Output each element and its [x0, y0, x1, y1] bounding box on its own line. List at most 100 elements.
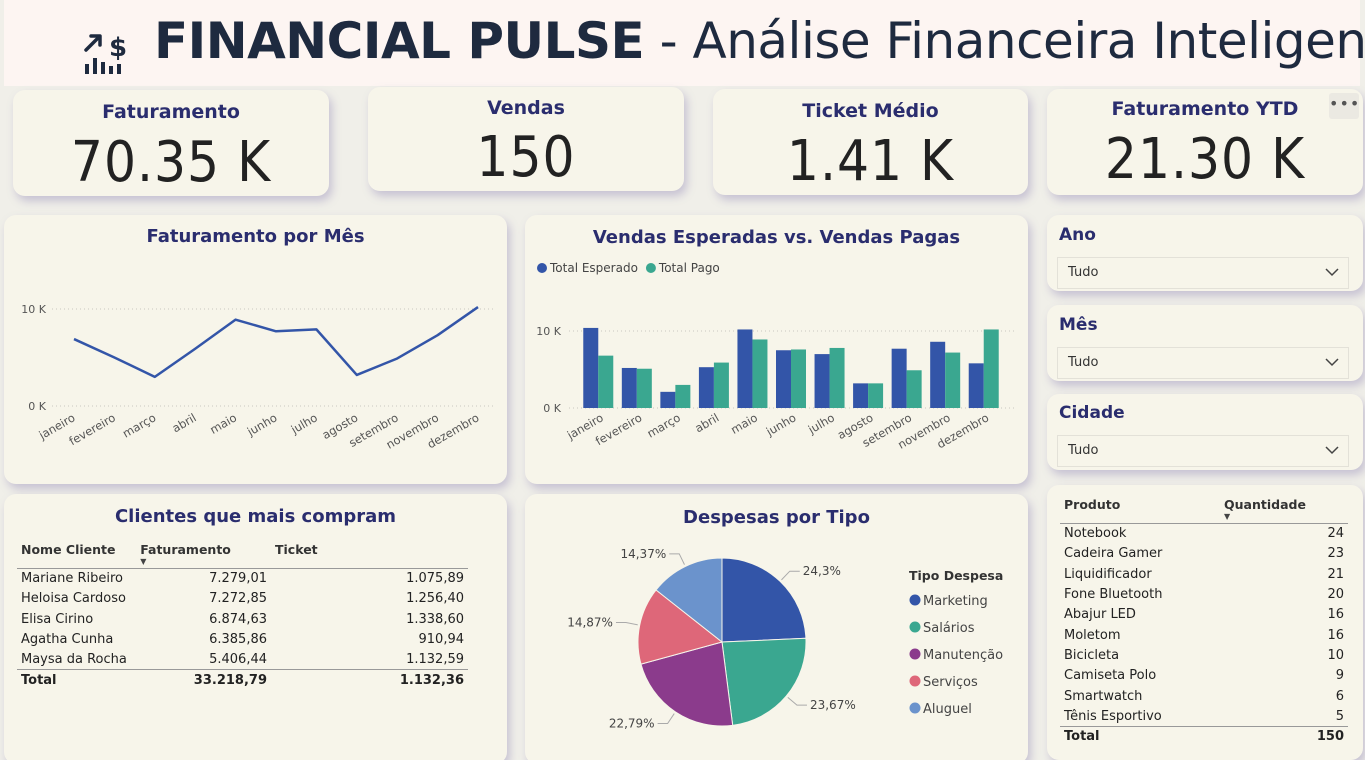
line-point[interactable] [192, 346, 198, 352]
bar[interactable] [906, 370, 922, 408]
more-options-icon[interactable]: ••• [1329, 93, 1359, 119]
bar[interactable] [598, 355, 614, 408]
produtos-table-card[interactable]: Produto Quantidade ▼ Notebook 24 Cadeira Ga… [1047, 485, 1363, 760]
line-point[interactable] [354, 372, 360, 378]
bar[interactable] [737, 329, 753, 408]
slicer-label: Ano [1059, 225, 1096, 245]
table-row[interactable]: Agatha Cunha 6.385,86 910,94 [17, 629, 468, 649]
table-row[interactable]: Heloisa Cardoso 7.272,85 1.256,40 [17, 589, 468, 609]
legend-label[interactable]: Manutenção [923, 648, 1003, 663]
clientes-table-card[interactable]: Clientes que mais compram Nome Cliente F… [4, 494, 507, 760]
kpi-value: 1.41 K [786, 129, 955, 194]
table-row[interactable]: Elisa Cirino 6.874,63 1.338,60 [17, 609, 468, 629]
bar[interactable] [621, 367, 637, 408]
slicer-mes[interactable]: Mês Tudo [1047, 305, 1363, 381]
table-row[interactable]: Abajur LED 16 [1060, 605, 1348, 625]
bar[interactable] [891, 348, 907, 408]
line-point[interactable] [233, 317, 239, 323]
pie-slice[interactable] [655, 557, 723, 644]
legend-label: Total Esperado [549, 261, 638, 275]
sort-down-icon: ▼ [140, 557, 147, 566]
pie-chart-card[interactable]: Despesas por Tipo 24,3% 23,67% 22,79% 14,87… [525, 494, 1028, 760]
legend-label[interactable]: Marketing [923, 594, 988, 609]
table-row[interactable]: Mariane Ribeiro 7.279,01 1.075,89 [17, 569, 468, 589]
total-cell: Total [21, 672, 57, 688]
pie-slice[interactable] [721, 637, 807, 726]
bar[interactable] [776, 350, 791, 408]
slicer-dropdown[interactable]: Tudo [1057, 257, 1349, 289]
legend-label[interactable]: Salários [923, 621, 975, 636]
bar-chart-card[interactable]: Vendas Esperadas vs. Vendas Pagas 0 K 10 … [525, 215, 1028, 484]
table-row[interactable]: Moletom 16 [1060, 625, 1348, 645]
series-line[interactable] [73, 306, 479, 379]
chevron-down-icon [1324, 262, 1340, 286]
column-header-nome[interactable]: Nome Cliente [21, 542, 116, 557]
legend-label[interactable]: Aluguel [923, 702, 972, 717]
cell-nome: Heloisa Cardoso [21, 591, 126, 607]
line-point[interactable] [313, 326, 319, 332]
produtos-table: Produto Quantidade ▼ Notebook 24 Cadeira Ga… [1060, 495, 1348, 747]
total-row: Total 33.218,79 1.132,36 [17, 669, 468, 690]
bar[interactable] [930, 341, 946, 408]
kpi-card-faturamento[interactable]: Faturamento 70.35 K [13, 90, 329, 196]
cell-produto: Smartwatch [1064, 688, 1143, 704]
pie-slice[interactable] [637, 589, 724, 665]
slicer-cidade[interactable]: Cidade Tudo [1047, 394, 1363, 470]
total-cell: Total [1064, 729, 1100, 745]
bar[interactable] [752, 339, 768, 408]
bar[interactable] [968, 363, 984, 408]
kpi-card-vendas[interactable]: Vendas 150 [368, 87, 684, 191]
legend-label[interactable]: Serviços [923, 675, 978, 690]
slicer-dropdown[interactable]: Tudo [1057, 435, 1349, 467]
column-header-produto[interactable]: Produto [1064, 497, 1121, 512]
line-point[interactable] [152, 374, 158, 380]
column-header-quantidade[interactable]: Quantidade ▼ [1220, 495, 1348, 524]
slicer-ano[interactable]: Ano Tudo [1047, 215, 1363, 291]
line-point[interactable] [394, 355, 400, 361]
table-row[interactable]: Liquidificador 21 [1060, 564, 1348, 584]
bar[interactable] [791, 349, 806, 408]
sort-down-icon: ▼ [1224, 512, 1231, 521]
pie-slice[interactable] [640, 641, 734, 727]
line-point[interactable] [273, 328, 279, 334]
line-point[interactable] [435, 332, 441, 338]
line-point[interactable] [111, 355, 117, 361]
bar[interactable] [660, 391, 676, 408]
table-row[interactable]: Smartwatch 6 [1060, 686, 1348, 706]
column-header-ticket[interactable]: Ticket [275, 542, 318, 557]
chevron-down-icon [1324, 440, 1340, 464]
line-point[interactable] [71, 336, 77, 342]
table-row[interactable]: Cadeira Gamer 23 [1060, 544, 1348, 564]
bar[interactable] [713, 362, 729, 408]
kpi-card-ticket-medio[interactable]: Ticket Médio 1.41 K [713, 89, 1028, 195]
cell-ticket: 1.338,60 [406, 611, 464, 627]
slicer-dropdown[interactable]: Tudo [1057, 347, 1349, 379]
legend-marker [909, 675, 921, 687]
bar[interactable] [853, 383, 869, 408]
bar[interactable] [636, 368, 652, 408]
table-row[interactable]: Camiseta Polo 9 [1060, 666, 1348, 686]
column-header-faturamento[interactable]: Faturamento ▼ [136, 540, 271, 569]
bar[interactable] [868, 383, 884, 408]
line-point[interactable] [475, 304, 481, 310]
pie-slice[interactable] [721, 557, 807, 643]
kpi-card-faturamento-ytd[interactable]: Faturamento YTD 21.30 K ••• [1047, 89, 1363, 195]
pie-data-label: 24,3% [803, 564, 841, 578]
bar[interactable] [698, 367, 714, 408]
chevron-down-icon [1324, 352, 1340, 376]
bar[interactable] [945, 352, 961, 408]
table-row[interactable]: Maysa da Rocha 5.406,44 1.132,59 [17, 650, 468, 670]
total-cell: 33.218,79 [193, 672, 267, 688]
table-row[interactable]: Fone Bluetooth 20 [1060, 584, 1348, 604]
bar[interactable] [829, 347, 845, 408]
bar[interactable] [814, 354, 830, 408]
bar[interactable] [675, 384, 691, 408]
table-row[interactable]: Tênis Esportivo 5 [1060, 706, 1348, 726]
pie-data-label: 22,79% [609, 717, 655, 731]
cell-quantidade: 21 [1327, 566, 1344, 582]
table-row[interactable]: Notebook 24 [1060, 524, 1348, 544]
bar[interactable] [983, 329, 999, 408]
bar[interactable] [583, 327, 599, 408]
table-row[interactable]: Bicicleta 10 [1060, 645, 1348, 665]
